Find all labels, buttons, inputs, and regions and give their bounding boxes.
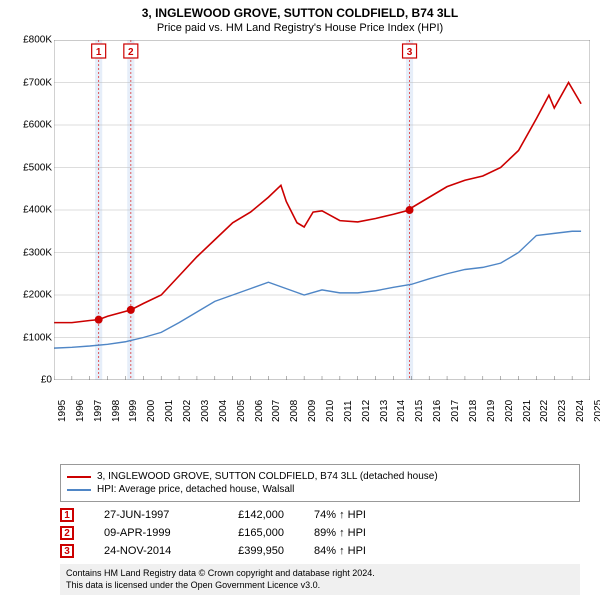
x-tick-label: 2015	[414, 400, 425, 422]
sales-date: 09-APR-1999	[104, 527, 194, 539]
x-tick-label: 2009	[307, 400, 318, 422]
x-tick-label: 2011	[343, 400, 354, 422]
x-tick-label: 2006	[254, 400, 265, 422]
sales-marker-box: 3	[60, 544, 74, 558]
sales-row: 2 09-APR-1999 £165,000 89% ↑ HPI	[60, 526, 580, 540]
x-tick-label: 2017	[450, 400, 461, 422]
x-tick-label: 2021	[522, 400, 533, 422]
sales-marker-box: 1	[60, 508, 74, 522]
y-tick-label: £400K	[23, 205, 52, 216]
x-tick-label: 2002	[182, 400, 193, 422]
sales-date: 24-NOV-2014	[104, 545, 194, 557]
legend-item: 3, INGLEWOOD GROVE, SUTTON COLDFIELD, B7…	[67, 471, 573, 482]
x-tick-label: 1999	[128, 400, 139, 422]
sales-row: 1 27-JUN-1997 £142,000 74% ↑ HPI	[60, 508, 580, 522]
x-tick-label: 2025	[593, 400, 600, 422]
svg-text:2: 2	[128, 47, 134, 58]
sales-price: £142,000	[224, 509, 284, 521]
y-tick-label: £600K	[23, 120, 52, 131]
legend-swatch	[67, 489, 91, 491]
x-tick-label: 2013	[379, 400, 390, 422]
legend-label: 3, INGLEWOOD GROVE, SUTTON COLDFIELD, B7…	[97, 471, 438, 482]
x-tick-label: 2020	[504, 400, 515, 422]
sales-pct: 74% ↑ HPI	[314, 509, 366, 521]
x-tick-label: 2023	[557, 400, 568, 422]
x-tick-label: 2003	[200, 400, 211, 422]
x-tick-label: 1997	[93, 400, 104, 422]
page-title: 3, INGLEWOOD GROVE, SUTTON COLDFIELD, B7…	[10, 6, 590, 20]
sales-marker-box: 2	[60, 526, 74, 540]
x-tick-label: 1998	[111, 400, 122, 422]
svg-text:3: 3	[407, 47, 413, 58]
x-tick-label: 1995	[57, 400, 68, 422]
y-tick-label: £0	[41, 375, 52, 386]
y-tick-label: £200K	[23, 290, 52, 301]
sales-row: 3 24-NOV-2014 £399,950 84% ↑ HPI	[60, 544, 580, 558]
y-tick-label: £500K	[23, 162, 52, 173]
sales-price: £165,000	[224, 527, 284, 539]
x-tick-label: 2000	[146, 400, 157, 422]
x-tick-label: 2019	[486, 400, 497, 422]
y-tick-label: £300K	[23, 247, 52, 258]
price-chart: £0£100K£200K£300K£400K£500K£600K£700K£80…	[10, 40, 590, 420]
y-tick-label: £700K	[23, 77, 52, 88]
x-tick-label: 2005	[236, 400, 247, 422]
sales-table: 1 27-JUN-1997 £142,000 74% ↑ HPI 2 09-APR-199…	[60, 508, 580, 558]
x-tick-label: 2008	[289, 400, 300, 422]
x-tick-label: 2014	[396, 400, 407, 422]
legend-box: 3, INGLEWOOD GROVE, SUTTON COLDFIELD, B7…	[60, 464, 580, 502]
licence-text: Contains HM Land Registry data © Crown c…	[60, 564, 580, 595]
page-subtitle: Price paid vs. HM Land Registry's House …	[10, 22, 590, 34]
legend-label: HPI: Average price, detached house, Wals…	[97, 484, 294, 495]
y-tick-label: £100K	[23, 332, 52, 343]
sales-date: 27-JUN-1997	[104, 509, 194, 521]
x-tick-label: 2016	[432, 400, 443, 422]
x-tick-label: 2004	[218, 400, 229, 422]
x-tick-label: 2024	[575, 400, 586, 422]
sales-pct: 84% ↑ HPI	[314, 545, 366, 557]
legend-swatch	[67, 476, 91, 478]
x-tick-label: 2001	[164, 400, 175, 422]
sales-price: £399,950	[224, 545, 284, 557]
x-tick-label: 1996	[75, 400, 86, 422]
x-tick-label: 2007	[271, 400, 282, 422]
legend-item: HPI: Average price, detached house, Wals…	[67, 484, 573, 495]
x-tick-label: 2018	[468, 400, 479, 422]
y-tick-label: £800K	[23, 35, 52, 46]
x-tick-label: 2010	[325, 400, 336, 422]
svg-text:1: 1	[96, 47, 102, 58]
x-tick-label: 2022	[539, 400, 550, 422]
x-tick-label: 2012	[361, 400, 372, 422]
licence-line-1: Contains HM Land Registry data © Crown c…	[66, 568, 574, 580]
sales-pct: 89% ↑ HPI	[314, 527, 366, 539]
